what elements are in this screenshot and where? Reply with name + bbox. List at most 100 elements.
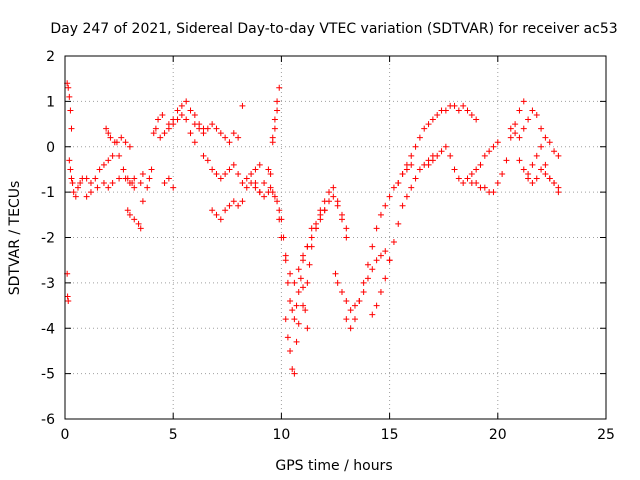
y-tick-label: -2 [41,231,55,247]
data-point [386,257,393,264]
data-point [304,243,311,250]
data-point [109,152,116,159]
data-point [178,102,185,109]
data-point [464,107,471,114]
data-point [538,166,545,173]
data-point [364,275,371,282]
data-point [72,193,79,200]
data-point [408,152,415,159]
data-point [369,266,376,273]
data-point [274,98,281,105]
data-point [230,198,237,205]
x-tick-label: 25 [597,427,615,443]
data-point [490,189,497,196]
data-point [477,161,484,168]
data-point [70,189,77,196]
data-point [555,189,562,196]
data-point [451,166,458,173]
data-point [269,139,276,146]
data-point [330,184,337,191]
data-point [261,180,268,187]
data-point [284,279,291,286]
data-point [118,134,125,141]
data-point [170,121,177,128]
x-tick-label: 15 [381,427,399,443]
data-point [269,189,276,196]
data-point [460,102,467,109]
data-point [525,116,532,123]
data-point [403,161,410,168]
data-point [161,130,168,137]
data-point [235,170,242,177]
data-point [425,161,432,168]
data-point [516,134,523,141]
data-point [226,139,233,146]
data-point [152,125,159,132]
data-point [105,130,112,137]
data-point [256,161,263,168]
data-point [473,180,480,187]
data-point [373,302,380,309]
data-point [542,161,549,168]
data-point [334,279,341,286]
data-point [161,180,168,187]
data-point [107,134,114,141]
data-point [300,252,307,259]
data-point [191,111,198,118]
data-point [105,184,112,191]
data-point [274,198,281,205]
data-point [551,180,558,187]
data-point [83,175,90,182]
data-point [338,216,345,223]
y-tick-label: -5 [41,367,55,383]
data-point [377,288,384,295]
data-point [343,225,350,232]
data-point [131,216,138,223]
data-point [295,288,302,295]
data-point [137,225,144,232]
data-point [284,334,291,341]
data-point [252,166,259,173]
data-point [473,116,480,123]
data-point [291,279,298,286]
data-point [148,166,155,173]
x-tick-label: 10 [272,427,290,443]
data-point [533,152,540,159]
data-point [267,184,274,191]
data-point [291,370,298,377]
data-point [239,180,246,187]
data-point [542,170,549,177]
data-point [291,316,298,323]
data-point [468,170,475,177]
data-point [129,180,136,187]
data-point [503,157,510,164]
data-point [421,125,428,132]
data-point [126,143,133,150]
data-point [382,248,389,255]
data-point [499,170,506,177]
data-point [131,184,138,191]
data-point [109,180,116,187]
y-tick-label: -4 [41,321,55,337]
data-point [170,184,177,191]
axis-ticks: 0 5 10 15 20 25 -6 -5 -4 -3 -2 -1 0 1 2 [41,49,615,443]
data-point [217,130,224,137]
data-point [155,116,162,123]
data-point [317,216,324,223]
data-point [330,193,337,200]
data-point [222,134,229,141]
data-point [481,184,488,191]
data-point [297,275,304,282]
data-point [304,279,311,286]
data-point [300,302,307,309]
data-point [447,152,454,159]
data-point [516,157,523,164]
y-tick-label: 2 [46,49,55,65]
data-point [135,220,142,227]
y-axis-label: SDTVAR / TECUs [7,181,23,296]
data-point [520,98,527,105]
data-point [274,107,281,114]
x-tick-label: 0 [61,427,70,443]
data-point [183,116,190,123]
data-point [538,143,545,150]
